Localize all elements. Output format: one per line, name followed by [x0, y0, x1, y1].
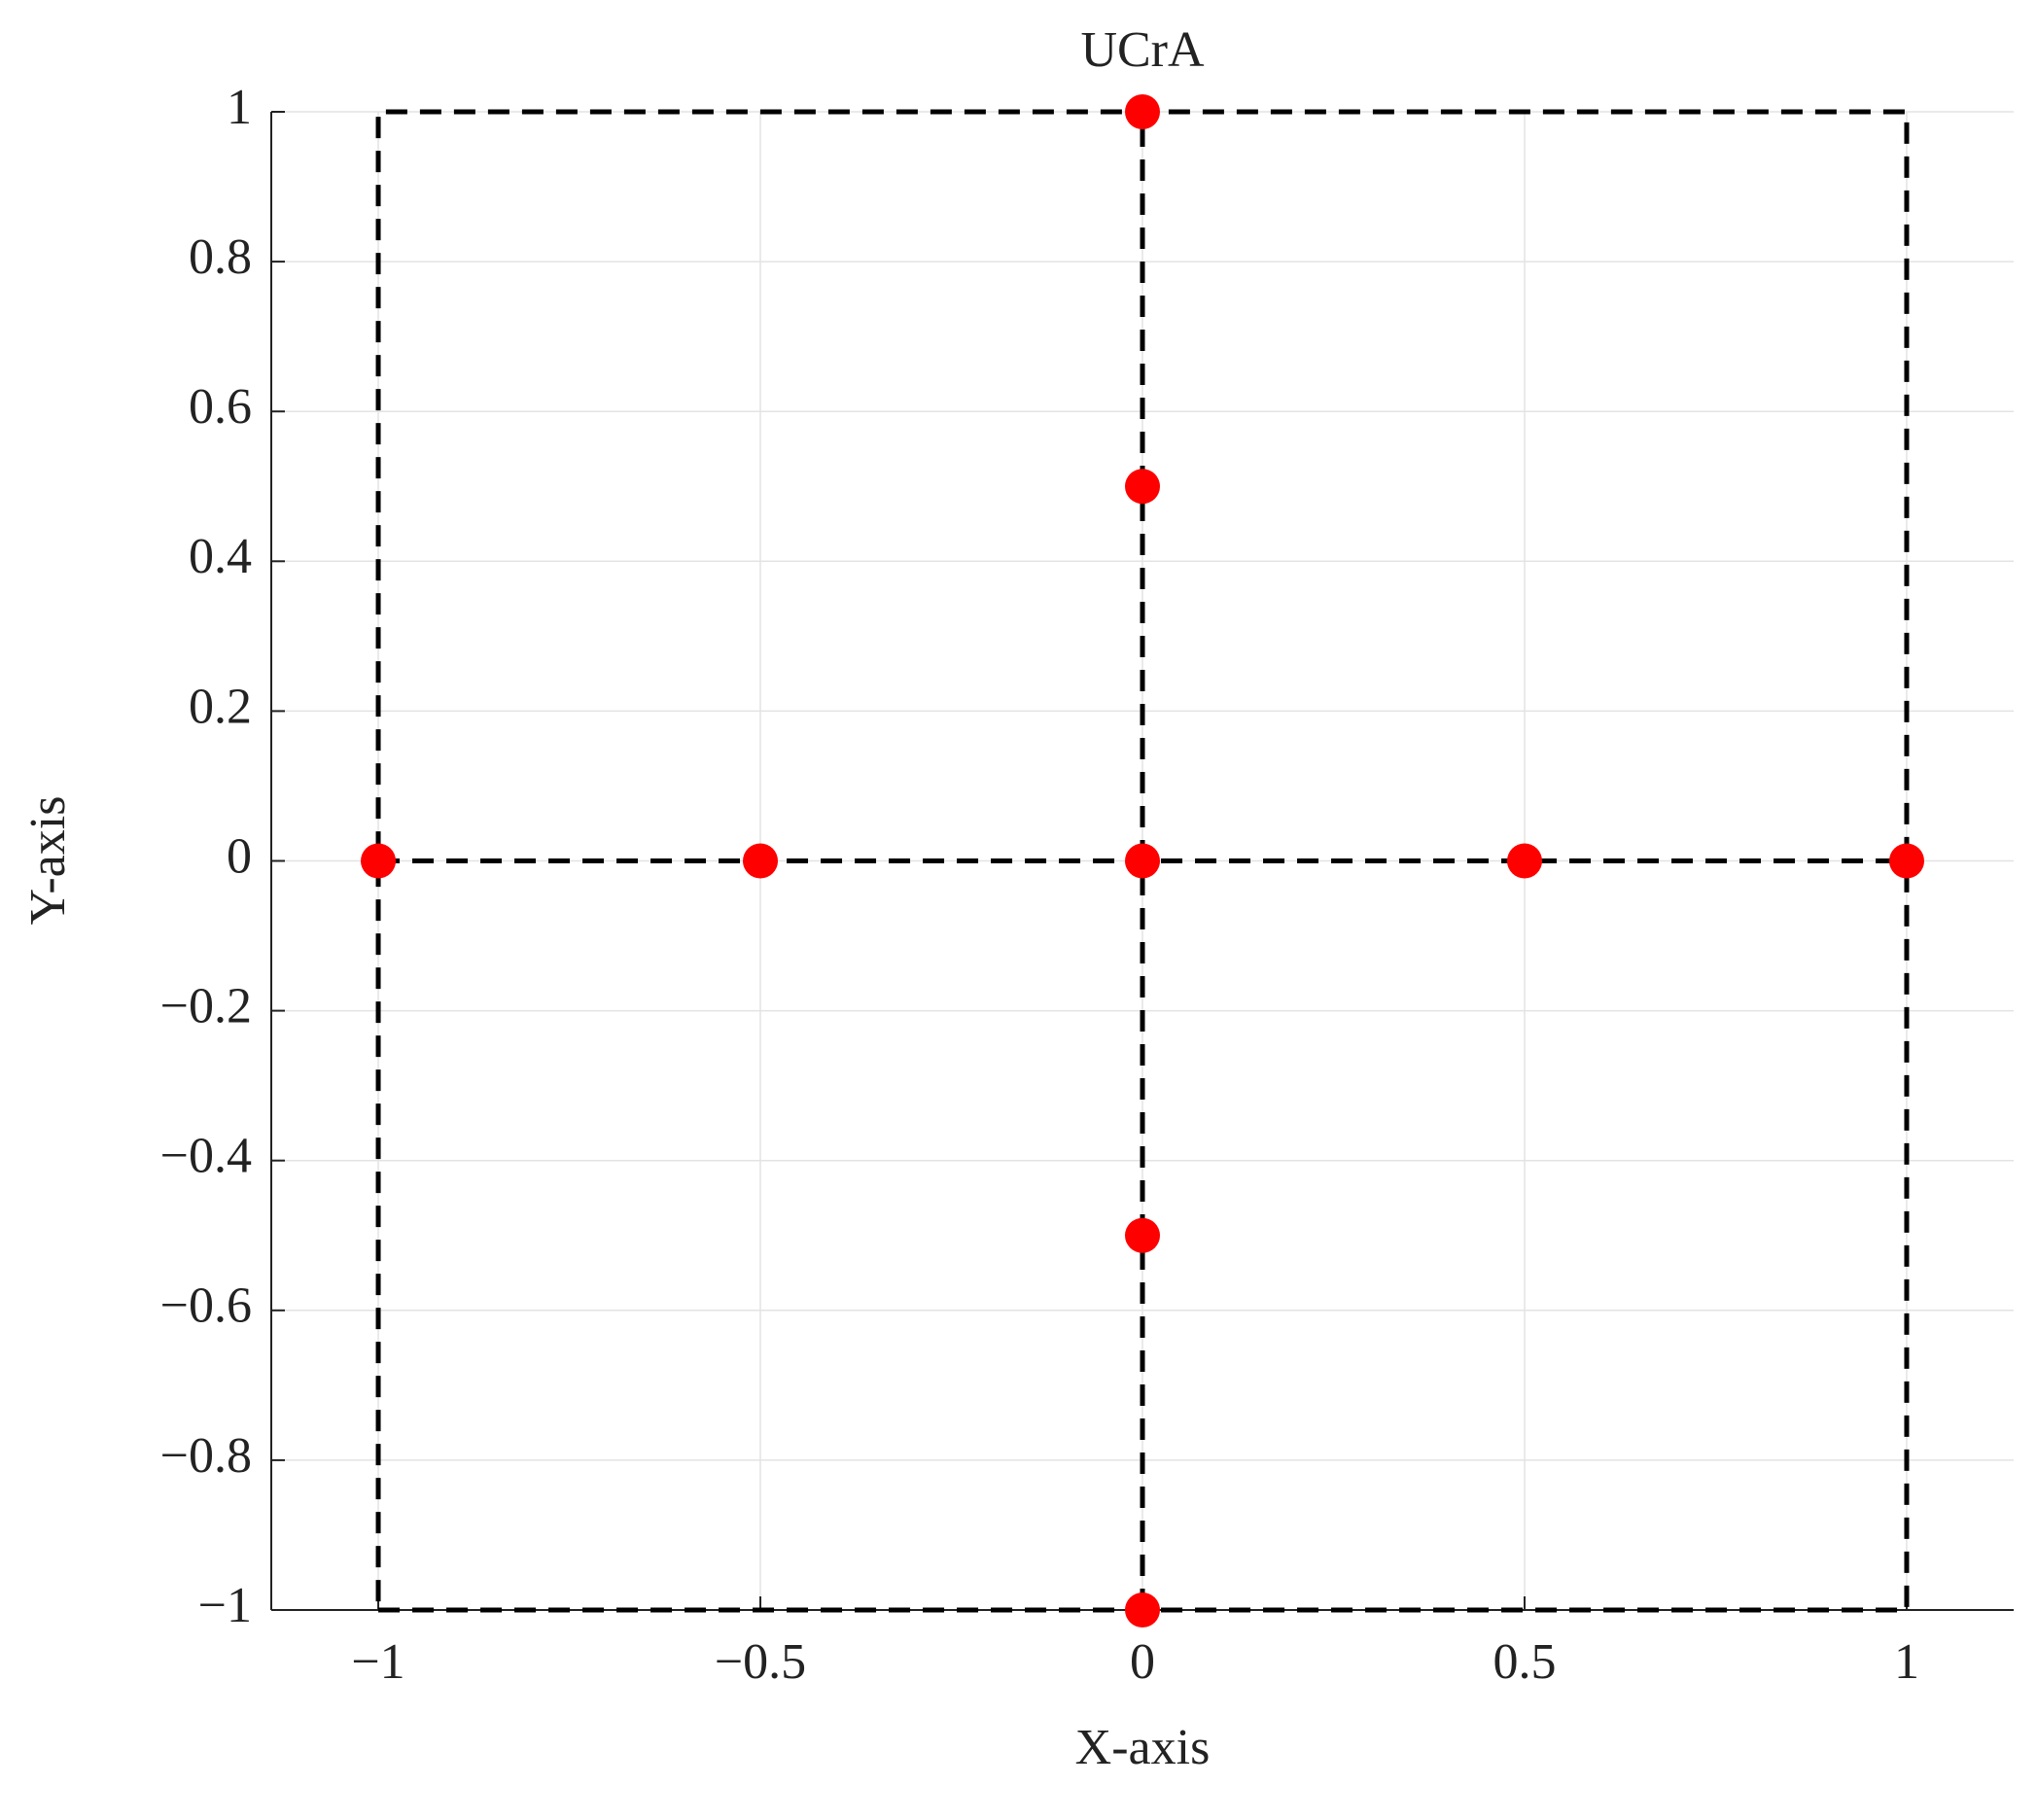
point	[1125, 1217, 1160, 1253]
y-tick-label: −0.4	[160, 1129, 252, 1184]
y-tick-label: 1	[227, 80, 252, 135]
y-axis-label: Y-axis	[20, 796, 76, 926]
x-tick-label: 0.5	[1493, 1634, 1556, 1690]
x-tick-label: 1	[1894, 1634, 1919, 1690]
point	[743, 843, 779, 879]
x-tick-label: −0.5	[715, 1634, 806, 1690]
y-tick-label: −1	[198, 1578, 252, 1633]
point	[1125, 1592, 1160, 1628]
point	[1125, 843, 1160, 879]
point	[1125, 469, 1160, 505]
x-tick-label: 0	[1130, 1634, 1155, 1690]
point	[1125, 94, 1160, 129]
y-tick-label: 0	[227, 828, 252, 884]
y-tick-label: −0.2	[160, 979, 252, 1034]
y-tick-label: −0.6	[160, 1278, 252, 1334]
dashed-line	[375, 109, 1910, 1613]
chart-title: UCrA	[1080, 22, 1205, 78]
x-tick-label: −1	[351, 1634, 404, 1690]
y-tick-label: 0.2	[189, 679, 252, 734]
point	[1506, 843, 1542, 879]
y-tick-label: 0.6	[189, 379, 252, 435]
y-tick-label: 0.8	[189, 229, 252, 285]
y-tick-label: 0.4	[189, 529, 252, 584]
point	[361, 843, 397, 879]
x-axis-label: X-axis	[1075, 1720, 1211, 1775]
y-tick-label: −0.8	[160, 1428, 252, 1484]
point	[1888, 843, 1924, 879]
